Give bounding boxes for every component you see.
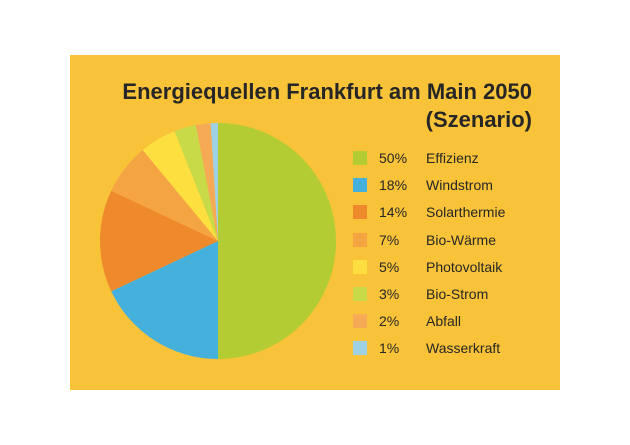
pie-slice-windstrom [111, 241, 218, 359]
legend-item-windstrom: 18% Windstrom [353, 178, 553, 205]
legend-item-photovoltaik: 5% Photovoltaik [353, 258, 553, 287]
legend-percent: 3% [379, 285, 400, 302]
pie-slice-effizienz [218, 123, 336, 359]
legend-label: Bio-Wärme [426, 231, 497, 248]
legend-item-solarthermie: 14% Solarthermie [353, 205, 553, 232]
chart-card: Energiequellen Frankfurt am Main 2050 (S… [70, 55, 560, 390]
legend-swatch [353, 341, 367, 356]
legend-item-effizienz: 50% Effizienz [353, 151, 553, 178]
pie-slice-bio-w-rme [111, 150, 218, 241]
legend-label: Windstrom [426, 177, 493, 194]
legend-item-abfall: 2% Abfall [353, 314, 553, 341]
chart-title: Energiequellen Frankfurt am Main 2050 [122, 79, 532, 104]
legend-item-wasserkraft: 1% Wasserkraft [353, 341, 553, 368]
pie-slice-solarthermie [100, 190, 218, 292]
legend-percent: 50% [379, 150, 408, 166]
legend-swatch [353, 259, 367, 274]
pie-slice-abfall [195, 123, 218, 241]
legend-percent: 2% [379, 313, 400, 330]
legend-swatch [353, 286, 367, 301]
legend-label: Wasserkraft [426, 340, 501, 357]
pie-slice-photovoltaik [142, 131, 218, 241]
legend-item-bio-w-rme: 7% Bio-Wärme [353, 231, 553, 260]
legend-label: Abfall [426, 313, 462, 330]
chart-legend: 50% Effizienz 18% Windstrom 14% Solarthermie 7… [353, 151, 553, 369]
pie-slice-wasserkraft [210, 123, 218, 241]
legend-percent: 7% [379, 231, 400, 248]
legend-swatch [353, 178, 367, 193]
legend-percent: 18% [379, 177, 408, 194]
legend-label: Bio-Strom [426, 285, 489, 302]
legend-percent: 14% [379, 204, 408, 221]
legend-percent: 1% [379, 340, 400, 357]
chart-subtitle: (Szenario) [425, 107, 532, 132]
legend-label: Effizienz [426, 150, 479, 166]
pie-slice-bio-strom [174, 125, 218, 241]
pie-chart [100, 123, 336, 359]
legend-swatch [353, 232, 367, 247]
legend-swatch [353, 205, 367, 220]
legend-item-bio-strom: 3% Bio-Strom [353, 285, 553, 314]
legend-swatch [353, 314, 367, 329]
legend-percent: 5% [379, 258, 400, 275]
legend-swatch [353, 151, 367, 165]
legend-label: Solarthermie [426, 204, 506, 221]
legend-label: Photovoltaik [426, 258, 503, 275]
